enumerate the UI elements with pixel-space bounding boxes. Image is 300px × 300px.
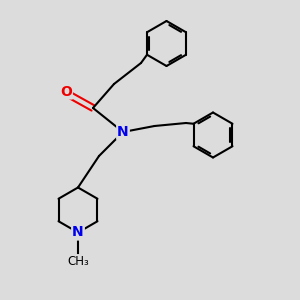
Text: O: O [60,85,72,98]
Text: CH₃: CH₃ [67,255,89,268]
Text: N: N [72,226,84,239]
Text: N: N [117,125,129,139]
